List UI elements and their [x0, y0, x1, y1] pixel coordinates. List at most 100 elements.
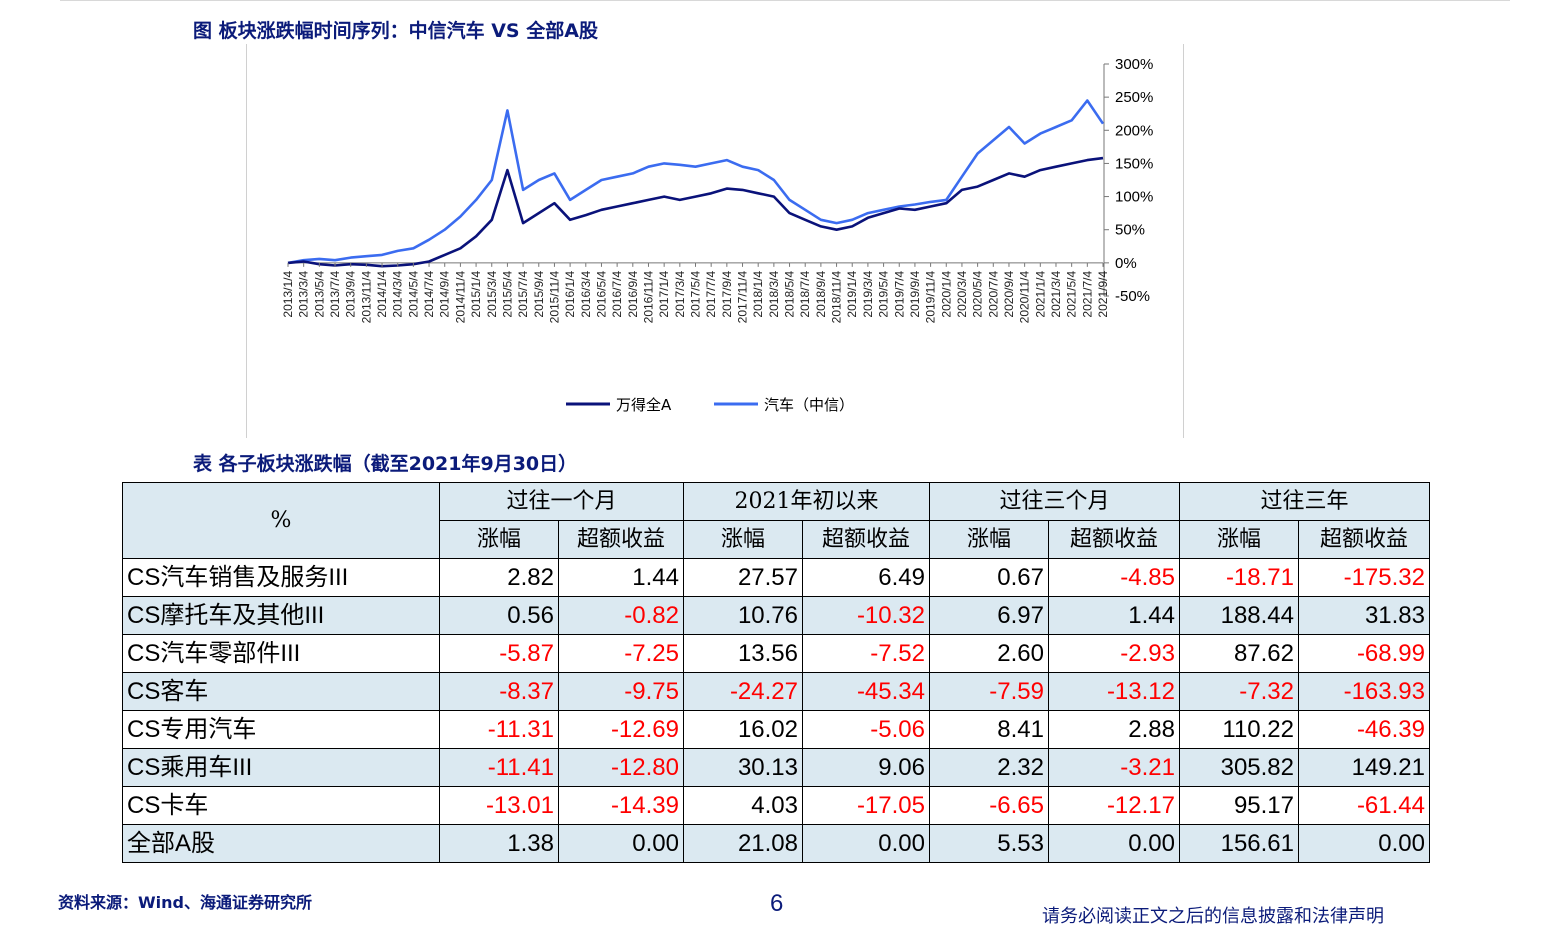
x-tick-label: 2014/11/4 [453, 271, 467, 324]
y-tick-label: 200% [1115, 122, 1153, 139]
sub-header-change: 涨幅 [439, 520, 559, 559]
table-cell: -7.52 [802, 634, 930, 673]
x-tick-label: 2017/11/4 [736, 271, 750, 324]
table-cell: 0.67 [929, 558, 1049, 597]
table-cell: -13.01 [439, 786, 559, 825]
x-tick-label: 2019/9/4 [908, 271, 922, 318]
disclaimer-note: 请务必阅读正文之后的信息披露和法律声明 [1042, 906, 1384, 927]
x-tick-label: 2014/5/4 [406, 271, 420, 318]
table-cell: 6.49 [802, 558, 930, 597]
row-label: CS客车 [122, 672, 440, 711]
x-tick-label: 2019/5/4 [877, 271, 891, 318]
table-cell: -68.99 [1298, 634, 1430, 673]
x-tick-label: 2021/5/4 [1065, 271, 1079, 318]
x-tick-label: 2017/7/4 [704, 271, 718, 318]
table-cell: 13.56 [683, 634, 803, 673]
y-tick-label: 300% [1115, 56, 1153, 73]
x-tick-label: 2020/5/4 [971, 271, 985, 318]
table-sub-header-row: 涨幅 超额收益 涨幅 超额收益 涨幅 超额收益 涨幅 超额收益 [123, 520, 1430, 559]
x-tick-label: 2015/9/4 [532, 271, 546, 318]
x-tick-label: 2013/3/4 [297, 271, 311, 318]
row-label: CS汽车零部件III [122, 634, 440, 673]
x-tick-label: 2018/3/4 [767, 271, 781, 318]
x-tick-label: 2013/11/4 [359, 271, 373, 324]
x-tick-label: 2013/7/4 [328, 271, 342, 318]
table-cell: 0.00 [558, 824, 684, 863]
x-tick-label: 2019/7/4 [892, 271, 906, 318]
x-tick-label: 2019/1/4 [845, 271, 859, 318]
table-group-header-row: % 过往一个月 2021年初以来 过往三个月 过往三年 [122, 482, 1430, 559]
legend-label: 汽车（中信） [764, 396, 854, 414]
table-cell: -3.21 [1048, 748, 1180, 787]
table-cell: 2.60 [929, 634, 1049, 673]
table-cell: 0.00 [1048, 824, 1180, 863]
returns-table: % 过往一个月 2021年初以来 过往三个月 过往三年 涨幅 超额收益 涨幅 超… [122, 482, 1430, 863]
line-chart: 2013/1/4 2013/3/4 2013/5/4 2013/7/4 2013/9/4… [246, 44, 1184, 438]
legend-label: 万得全A [616, 396, 672, 414]
table-cell: 0.00 [802, 824, 930, 863]
table-cell: 188.44 [1179, 596, 1299, 635]
x-tick-label: 2019/3/4 [861, 271, 875, 318]
x-tick-label: 2020/11/4 [1018, 271, 1032, 324]
group-header-1m: 过往一个月 [439, 482, 684, 521]
table-cell: -163.93 [1298, 672, 1430, 711]
page-number: 6 [770, 890, 784, 917]
x-tick-label: 2016/1/4 [563, 271, 577, 318]
x-tick-label: 2016/7/4 [610, 271, 624, 318]
x-tick-label: 2017/1/4 [657, 271, 671, 318]
row-label: CS摩托车及其他III [122, 596, 440, 635]
table-cell: 6.97 [929, 596, 1049, 635]
x-tick-label: 2020/7/4 [986, 271, 1000, 318]
x-tick-label: 2013/5/4 [312, 271, 326, 318]
corner-cell: % [122, 482, 440, 559]
x-tick-label: 2015/1/4 [469, 271, 483, 318]
source-note: 资料来源：Wind、海通证券研究所 [58, 893, 312, 912]
figure-title: 图 板块涨跌幅时间序列：中信汽车 VS 全部A股 [193, 20, 598, 42]
table-cell: -10.32 [802, 596, 930, 635]
table-cell: -12.80 [558, 748, 684, 787]
table-cell: 95.17 [1179, 786, 1299, 825]
table-cell: 9.06 [802, 748, 930, 787]
sub-header-excess: 超额收益 [1048, 520, 1180, 559]
table-cell: 305.82 [1179, 748, 1299, 787]
y-tick-label: -50% [1115, 288, 1150, 305]
x-tick-label: 2020/1/4 [939, 271, 953, 318]
table-cell: 5.53 [929, 824, 1049, 863]
table-row: CS汽车零部件III -5.87 -7.25 13.56 -7.52 2.60 -2.93 8… [122, 634, 1430, 673]
x-tick-label: 2021/9/4 [1096, 271, 1110, 318]
x-tick-label: 2014/7/4 [422, 271, 436, 318]
table-cell: -45.34 [802, 672, 930, 711]
sub-header-excess: 超额收益 [558, 520, 684, 559]
table-cell: -9.75 [558, 672, 684, 711]
table-row: CS汽车销售及服务III 2.82 1.44 27.57 6.49 0.67 -4.85 -1… [122, 558, 1430, 597]
table-cell: 27.57 [683, 558, 803, 597]
table-cell: 1.38 [439, 824, 559, 863]
table-row: 全部A股 1.38 0.00 21.08 0.00 5.53 0.00 156.61 0.00 [122, 824, 1430, 863]
table-title: 表 各子板块涨跌幅（截至2021年9月30日） [193, 453, 578, 475]
table-cell: -13.12 [1048, 672, 1180, 711]
table-cell: 21.08 [683, 824, 803, 863]
x-tick-label: 2017/9/4 [720, 271, 734, 318]
table-cell: -4.85 [1048, 558, 1180, 597]
table-cell: -17.05 [802, 786, 930, 825]
y-tick-label: 150% [1115, 155, 1153, 172]
x-tick-label: 2021/1/4 [1033, 271, 1047, 318]
x-tick-label: 2015/3/4 [485, 271, 499, 318]
x-tick-label: 2016/5/4 [594, 271, 608, 318]
table-cell: -12.69 [558, 710, 684, 749]
sub-header-excess: 超额收益 [802, 520, 930, 559]
group-header-3m: 过往三个月 [929, 482, 1180, 521]
table-cell: 1.44 [1048, 596, 1180, 635]
table-cell: 149.21 [1298, 748, 1430, 787]
chart-svg: 2013/1/4 2013/3/4 2013/5/4 2013/7/4 2013/9/4… [246, 44, 1184, 438]
x-tick-label: 2016/11/4 [641, 271, 655, 324]
table-cell: 110.22 [1179, 710, 1299, 749]
row-label: CS汽车销售及服务III [122, 558, 440, 597]
x-tick-label: 2015/7/4 [516, 271, 530, 318]
row-label: CS专用汽车 [122, 710, 440, 749]
top-divider [60, 0, 1510, 1]
table-cell: 16.02 [683, 710, 803, 749]
table-cell: 0.00 [1298, 824, 1430, 863]
x-tick-label: 2013/9/4 [344, 271, 358, 318]
table-cell: -5.87 [439, 634, 559, 673]
